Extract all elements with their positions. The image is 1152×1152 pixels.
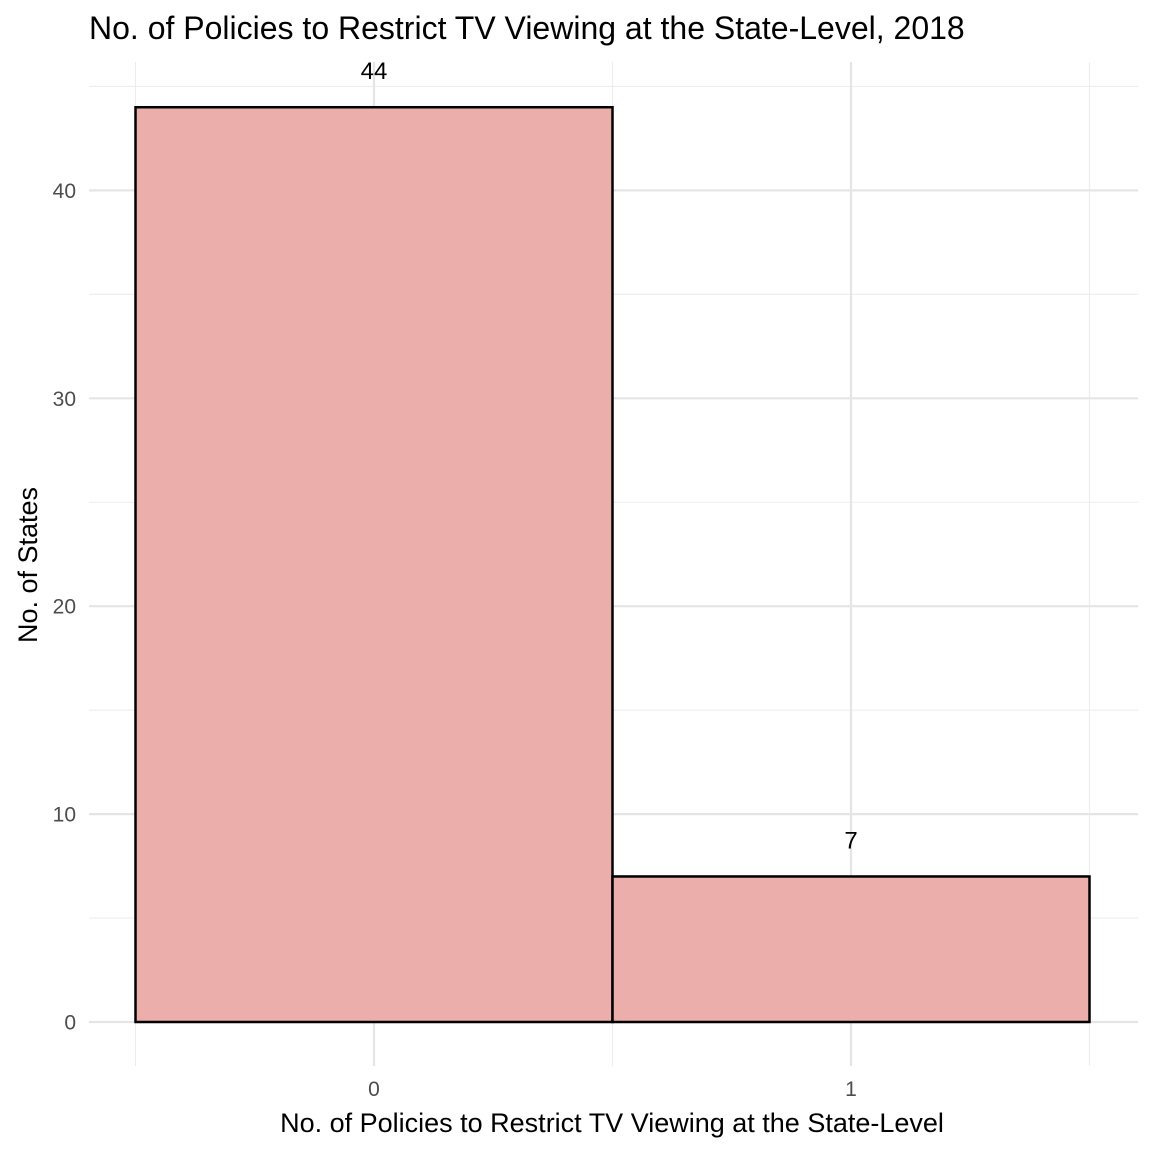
data-labels: 44 7 (361, 58, 858, 854)
y-axis-title: No. of States (13, 487, 43, 643)
x-tick-label: 0 (368, 1078, 380, 1101)
y-tick-label: 20 (53, 596, 76, 619)
bar-value-label: 7 (844, 827, 857, 854)
y-tick-label: 10 (53, 804, 76, 827)
y-tick-label: 0 (64, 1012, 76, 1035)
chart-title: No. of Policies to Restrict TV Viewing a… (89, 10, 965, 46)
bar (134, 105, 614, 1024)
bars (134, 105, 1091, 1024)
y-tick-label: 40 (53, 180, 76, 203)
y-tick-label: 30 (53, 388, 76, 411)
y-axis-ticks: 0 10 20 30 40 (53, 180, 76, 1035)
x-axis-title: No. of Policies to Restrict TV Viewing a… (280, 1108, 944, 1138)
bar (611, 875, 1091, 1024)
bar-value-label: 44 (361, 58, 388, 85)
x-tick-label: 1 (845, 1078, 857, 1101)
